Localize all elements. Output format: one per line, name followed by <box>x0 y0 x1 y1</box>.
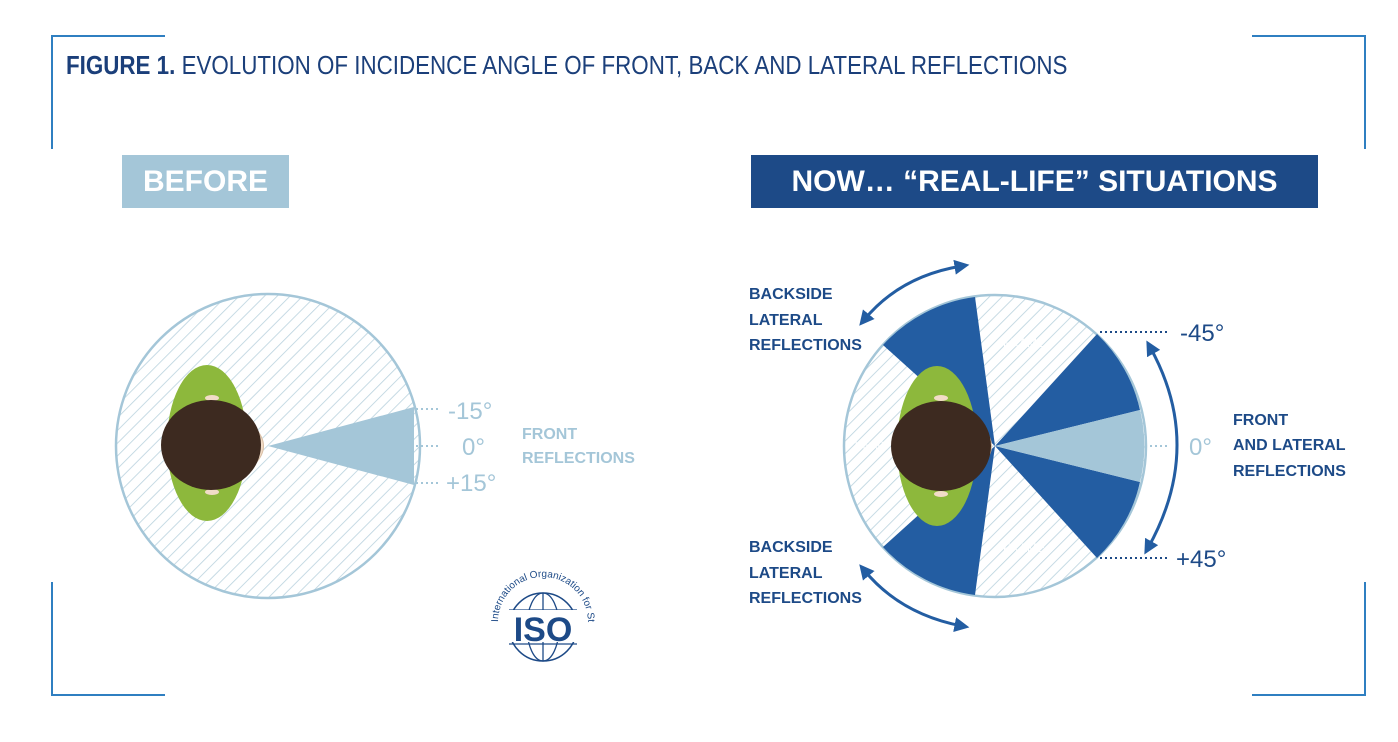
now-hair <box>891 401 991 491</box>
before-hair <box>161 400 261 490</box>
backside-top-line2: LATERAL <box>749 312 823 329</box>
now-angle-top: -45° <box>1180 320 1224 347</box>
backside-bottom-line1: BACKSIDE <box>749 539 833 556</box>
backside-top-line1: BACKSIDE <box>749 286 833 303</box>
now-banner: NOW… “REAL-LIFE” SITUATIONS <box>751 155 1318 208</box>
figure-title-text: EVOLUTION OF INCIDENCE ANGLE OF FRONT, B… <box>181 50 1068 80</box>
before-angle-bottom: +15° <box>446 470 496 497</box>
now-lateral-bottom-sector <box>995 446 1140 558</box>
before-ear-top <box>205 395 219 401</box>
front-lateral-line2: AND LATERAL <box>1233 437 1346 454</box>
backside-top-line3: REFLECTIONS <box>749 337 862 354</box>
before-diagram: -15° 0° +15° FRONT REFLECTIONS <box>114 292 635 600</box>
figure-title: FIGURE 1. EVOLUTION OF INCIDENCE ANGLE O… <box>66 50 1067 81</box>
frame-label-top: FRAME <box>1003 336 1045 350</box>
frame-label-bottom: FRAME <box>1003 541 1045 555</box>
arrow-backside-bottom-icon <box>859 564 970 632</box>
now-ear-top <box>934 395 948 401</box>
now-lateral-top-sector <box>995 334 1140 446</box>
backside-bottom-line3: REFLECTIONS <box>749 590 862 607</box>
backside-bottom-line2: LATERAL <box>749 565 823 582</box>
figure-label: FIGURE 1. <box>66 50 176 80</box>
before-reflection-line2: REFLECTIONS <box>522 450 635 467</box>
front-lateral-line1: FRONT <box>1233 412 1288 429</box>
arrow-front-lateral-icon <box>1144 340 1179 555</box>
iso-logo-text: ISO <box>514 611 573 649</box>
now-ear-bottom <box>934 491 948 497</box>
frame-corner-bottom-left <box>51 582 165 696</box>
before-angle-mid: 0° <box>462 434 485 461</box>
frame-corner-top-left <box>51 35 165 149</box>
now-angle-bottom: +45° <box>1176 546 1226 573</box>
frame-corner-bottom-right <box>1252 582 1366 696</box>
before-ear-bottom <box>205 489 219 495</box>
before-front-sector <box>268 407 414 485</box>
before-banner: BEFORE <box>122 155 289 208</box>
front-lateral-line3: REFLECTIONS <box>1233 463 1346 480</box>
now-angle-mid: 0° <box>1189 434 1212 461</box>
before-angle-top: -15° <box>448 398 492 425</box>
before-reflection-line1: FRONT <box>522 426 577 443</box>
now-diagram: FRAME FRAME HEAD -45° 0° +45° FRONT AND … <box>749 259 1346 632</box>
frame-corner-top-right <box>1252 35 1366 149</box>
now-front-sector <box>995 410 1145 482</box>
head-label: HEAD <box>855 440 886 452</box>
arrow-backside-top-icon <box>859 259 970 326</box>
